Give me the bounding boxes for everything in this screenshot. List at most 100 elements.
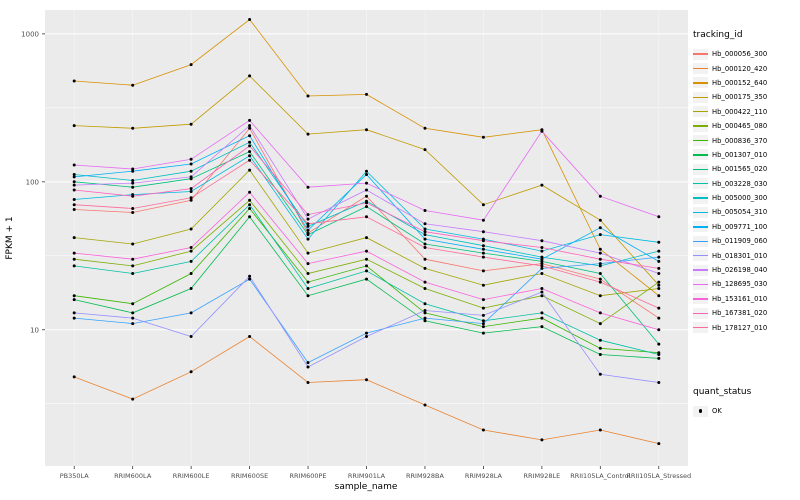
legend-item: Hb_000465_080 [693,119,800,133]
data-point [481,325,485,329]
data-point [306,262,310,266]
x-tick-label: PB350LA [60,472,90,480]
data-point [365,331,368,335]
data-point [657,306,661,310]
legend-item: Hb_000120_420 [693,61,800,75]
data-point [540,257,544,261]
data-point [540,290,544,294]
data-point [657,240,661,244]
legend-item-label: Hb_000120_420 [712,64,768,73]
x-tick-label: RRIM928BA [406,472,444,480]
axes-layer: 10 100 1000 PB350LA RRIM600LA RRIM600LE RRIM60… [21,30,691,480]
data-point [306,365,310,369]
legend-item: Hb_011909_060 [693,234,800,248]
data-point [481,203,485,207]
data-point [131,322,135,326]
data-point [481,322,485,326]
data-point [540,311,544,315]
x-tick-label: RRII105LA_Stressed [626,472,691,480]
data-point [657,316,661,320]
data-point [131,272,135,275]
data-point [657,280,661,284]
data-point [72,264,76,268]
x-tick-label: RRIM600LA [114,472,152,480]
data-point [657,259,661,263]
data-point [72,294,76,298]
data-point [248,158,252,162]
data-point [598,264,602,268]
x-tick-label: RRIM928LA [465,472,503,480]
series-color-swatch [693,183,708,185]
data-point [131,194,135,198]
series-color-swatch [693,240,708,242]
data-point [423,302,427,306]
data-point [657,353,661,356]
data-point [248,198,252,202]
data-point [598,277,602,281]
data-point [189,162,193,166]
data-point [423,311,427,315]
data-point [248,207,252,210]
data-point [657,294,661,298]
data-point [72,183,76,187]
data-point [306,381,310,384]
legend-item-label: Hb_001565_020 [712,165,768,174]
legend-key-line [693,135,708,147]
legend-item-label: Hb_026198_040 [712,266,768,275]
series-color-swatch [693,67,708,70]
data-point [306,272,310,275]
data-point [72,251,76,255]
legend-item: Hb_128695_030 [693,277,800,291]
data-point [598,257,602,261]
data-point [72,208,76,211]
legend-item: Hb_000836_370 [693,133,800,147]
data-point [657,342,661,346]
data-point [365,92,368,96]
y-tick-label: 1000 [21,30,39,38]
data-point [423,309,427,312]
data-point [657,283,661,287]
data-point [72,173,76,176]
data-point [72,124,76,128]
data-point [248,274,252,278]
data-point [248,118,252,122]
data-point [189,259,193,263]
data-point [131,242,135,246]
data-point [365,257,368,261]
data-point [306,224,310,228]
data-point [306,228,310,232]
data-point [306,287,310,290]
data-point [72,175,76,179]
data-point [481,230,485,234]
data-point [481,428,485,432]
data-point [423,222,427,226]
quant-ok-key [693,405,708,417]
data-point [306,233,310,237]
data-point [657,215,661,219]
data-point [598,338,602,342]
data-point [131,264,135,268]
data-point [598,218,602,222]
data-point [481,135,485,139]
data-point [540,262,544,266]
data-point [423,319,427,323]
data-point [131,126,135,130]
data-point [306,213,310,217]
data-point [423,287,427,290]
legend-item: Hb_018301_010 [693,248,800,262]
legend-key-line [693,106,708,118]
data-point [248,144,252,148]
legend-title-tracking-id: tracking_id [693,30,743,40]
legend-key-line [693,322,708,334]
legend-item-label: Hb_009771_100 [712,222,768,231]
data-point [131,397,135,401]
data-point [306,94,310,98]
data-point [248,215,252,219]
data-point [189,287,193,290]
data-point [365,277,368,281]
x-tick-label: RRII105LA_Control [570,472,630,480]
data-point [189,196,193,200]
legend-key-line [693,235,708,247]
y-axis-title: FPKM + 1 [5,216,15,259]
data-point [481,298,485,302]
